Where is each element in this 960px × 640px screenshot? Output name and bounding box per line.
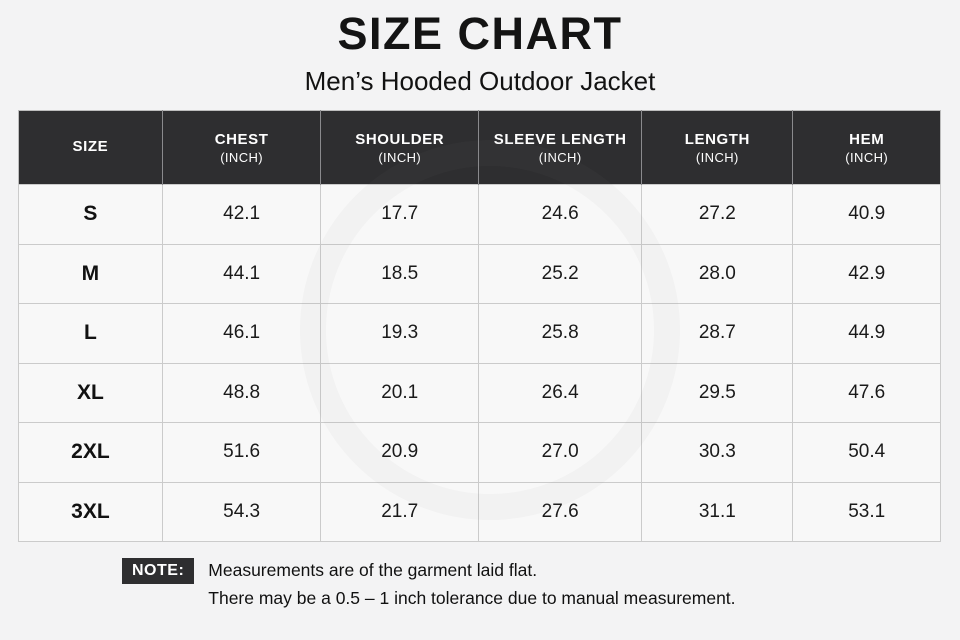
length-cell: 30.3 xyxy=(641,422,794,483)
chest-cell: 54.3 xyxy=(161,481,322,542)
chest-cell: 51.6 xyxy=(161,422,322,483)
chest-cell: 44.1 xyxy=(161,243,322,304)
hem-cell: 47.6 xyxy=(792,362,941,423)
sleeve-length-cell: 24.6 xyxy=(478,184,643,245)
size-cell: M xyxy=(18,243,163,304)
page-title: SIZE CHART xyxy=(337,8,623,59)
note-text: Measurements are of the garment laid fla… xyxy=(208,556,735,612)
shoulder-cell: 20.9 xyxy=(320,422,480,483)
column-label: SIZE xyxy=(72,137,109,155)
size-cell: 3XL xyxy=(18,481,163,542)
sleeve-length-cell: 25.2 xyxy=(478,243,643,304)
sleeve-length-cell: 25.8 xyxy=(478,303,643,364)
length-cell: 31.1 xyxy=(641,481,794,542)
hem-cell: 50.4 xyxy=(792,422,941,483)
note-line-2: There may be a 0.5 – 1 inch tolerance du… xyxy=(208,588,736,608)
table-row-m: M 44.1 18.5 25.2 28.0 42.9 xyxy=(18,243,941,304)
size-cell: L xyxy=(18,303,163,364)
column-unit: (INCH) xyxy=(695,149,739,165)
column-label: HEM xyxy=(849,130,885,148)
shoulder-cell: 19.3 xyxy=(320,303,480,364)
table-body: S 42.1 17.7 24.6 27.2 40.9 M 44.1 18.5 2… xyxy=(18,184,941,542)
table-row-l: L 46.1 19.3 25.8 28.7 44.9 xyxy=(18,303,941,364)
header-cell-hem: HEM (INCH) xyxy=(792,110,941,185)
chest-cell: 48.8 xyxy=(161,362,322,423)
hem-cell: 42.9 xyxy=(792,243,941,304)
column-label: CHEST xyxy=(214,130,269,148)
length-cell: 29.5 xyxy=(641,362,794,423)
shoulder-cell: 17.7 xyxy=(320,184,480,245)
column-unit: (INCH) xyxy=(378,149,422,165)
table-row-s: S 42.1 17.7 24.6 27.2 40.9 xyxy=(18,184,941,245)
table-row-3xl: 3XL 54.3 21.7 27.6 31.1 53.1 xyxy=(18,481,941,542)
header-cell-shoulder: SHOULDER (INCH) xyxy=(320,110,480,185)
size-chart-table: SIZE CHEST (INCH) SHOULDER (INCH) xyxy=(18,110,941,542)
column-label: SHOULDER xyxy=(355,130,445,148)
column-unit: (INCH) xyxy=(845,149,889,165)
table-row-2xl: 2XL 51.6 20.9 27.0 30.3 50.4 xyxy=(18,422,941,483)
size-cell: XL xyxy=(18,362,163,423)
note-badge: NOTE: xyxy=(122,558,195,584)
hem-cell: 44.9 xyxy=(792,303,941,364)
column-label: SLEEVE LENGTH xyxy=(493,130,627,148)
column-unit: (INCH) xyxy=(538,149,582,165)
chest-cell: 46.1 xyxy=(161,303,322,364)
sleeve-length-cell: 27.0 xyxy=(478,422,643,483)
length-cell: 28.7 xyxy=(641,303,794,364)
size-cell: S xyxy=(18,184,163,245)
shoulder-cell: 21.7 xyxy=(320,481,480,542)
header-cell-length: LENGTH (INCH) xyxy=(641,110,794,185)
note-section: NOTE: Measurements are of the garment la… xyxy=(122,556,736,612)
page-subtitle: Men’s Hooded Outdoor Jacket xyxy=(304,66,656,96)
sleeve-length-cell: 27.6 xyxy=(478,481,643,542)
hem-cell: 40.9 xyxy=(792,184,941,245)
chest-cell: 42.1 xyxy=(161,184,322,245)
column-label: LENGTH xyxy=(684,130,750,148)
header-row: SIZE CHEST (INCH) SHOULDER (INCH) xyxy=(18,110,941,185)
table-row-xl: XL 48.8 20.1 26.4 29.5 47.6 xyxy=(18,362,941,423)
shoulder-cell: 20.1 xyxy=(320,362,480,423)
shoulder-cell: 18.5 xyxy=(320,243,480,304)
length-cell: 28.0 xyxy=(641,243,794,304)
note-line-1: Measurements are of the garment laid fla… xyxy=(208,560,538,580)
column-unit: (INCH) xyxy=(220,149,264,165)
header-cell-size: SIZE xyxy=(18,110,163,185)
hem-cell: 53.1 xyxy=(792,481,941,542)
header-cell-chest: CHEST (INCH) xyxy=(162,110,322,185)
sleeve-length-cell: 26.4 xyxy=(478,362,643,423)
size-cell: 2XL xyxy=(18,422,163,483)
table-header: SIZE CHEST (INCH) SHOULDER (INCH) xyxy=(18,110,941,185)
header-cell-sleeve-length: SLEEVE LENGTH (INCH) xyxy=(478,110,643,185)
length-cell: 27.2 xyxy=(641,184,794,245)
